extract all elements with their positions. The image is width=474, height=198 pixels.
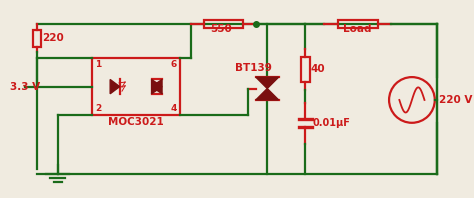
Text: 550: 550 [210, 24, 232, 34]
Text: 1: 1 [95, 60, 101, 69]
Bar [301, 57, 310, 82]
Text: 40: 40 [310, 65, 325, 74]
Polygon shape [256, 89, 279, 100]
Text: 0.01μF: 0.01μF [313, 118, 351, 128]
Text: 4: 4 [171, 104, 177, 113]
Polygon shape [152, 79, 162, 94]
Text: BT139: BT139 [235, 63, 272, 73]
Text: 220: 220 [42, 33, 64, 43]
Bar [337, 20, 378, 28]
Text: 6: 6 [171, 60, 177, 69]
Polygon shape [256, 77, 279, 89]
Text: 220 V: 220 V [438, 95, 472, 105]
Bar [33, 30, 41, 47]
Text: Load: Load [343, 24, 372, 34]
Text: 3.3 V: 3.3 V [10, 82, 40, 92]
Polygon shape [110, 79, 119, 94]
Text: 2: 2 [95, 104, 101, 113]
Text: MOC3021: MOC3021 [108, 117, 164, 127]
Bar [92, 58, 180, 115]
Polygon shape [152, 79, 162, 94]
Bar [204, 20, 243, 28]
